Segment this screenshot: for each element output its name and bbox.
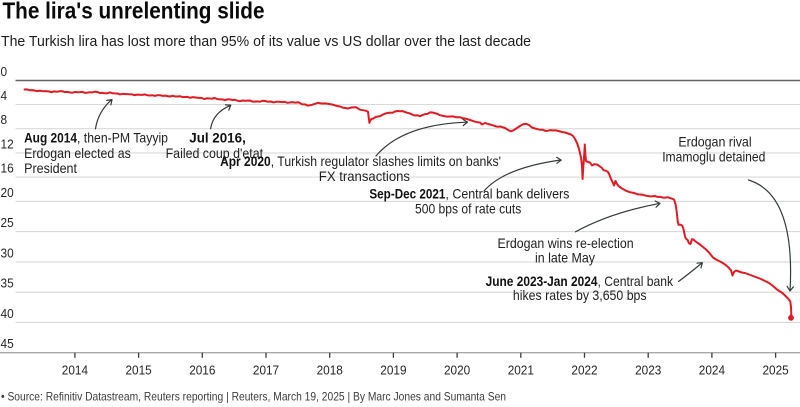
svg-text:Failed coup d'etat: Failed coup d'etat (166, 145, 264, 161)
svg-text:, then-PM Tayyip: , then-PM Tayyip (77, 130, 168, 146)
svg-text:2015: 2015 (126, 363, 152, 378)
svg-text:2022: 2022 (571, 363, 597, 378)
svg-text:2025: 2025 (763, 363, 789, 378)
svg-text:2021: 2021 (508, 363, 534, 378)
svg-text:40: 40 (1, 306, 14, 321)
svg-text:Jul 2016: Jul 2016 (189, 130, 242, 146)
svg-text:, Central bank: , Central bank (598, 273, 674, 289)
svg-text:20: 20 (1, 185, 14, 200)
svg-text:,: , (242, 130, 246, 146)
svg-text:4: 4 (1, 88, 8, 103)
svg-text:2020: 2020 (444, 363, 470, 378)
svg-text:Imamoglu detained: Imamoglu detained (662, 148, 765, 164)
svg-text:2024: 2024 (699, 363, 725, 378)
svg-text:2017: 2017 (253, 363, 279, 378)
svg-text:2018: 2018 (317, 363, 343, 378)
svg-text:Erdogan elected as: Erdogan elected as (24, 145, 131, 161)
svg-text:June 2023-Jan 2024: June 2023-Jan 2024 (486, 273, 598, 289)
svg-text:500 bps of rate cuts: 500 bps of rate cuts (415, 200, 521, 216)
svg-text:, Central bank delivers: , Central bank delivers (445, 185, 569, 201)
svg-text:30: 30 (1, 245, 14, 260)
svg-text:, Turkish regulator slashes li: , Turkish regulator slashes limits on ba… (271, 153, 501, 169)
svg-text:in late May: in late May (535, 249, 595, 265)
svg-text:16: 16 (1, 161, 14, 176)
svg-text:25: 25 (1, 215, 14, 230)
svg-text:hikes rates by 3,650 bps: hikes rates by 3,650 bps (513, 287, 647, 303)
svg-text:8: 8 (1, 112, 8, 127)
svg-text:2023: 2023 (635, 363, 661, 378)
svg-text:• Source: Refinitiv Datastream: • Source: Refinitiv Datastream, Reuters … (1, 390, 506, 404)
svg-text:Erdogan rival: Erdogan rival (678, 134, 751, 150)
svg-text:2019: 2019 (380, 363, 406, 378)
svg-text:Apr 2020: Apr 2020 (220, 153, 271, 169)
svg-text:The lira's unrelenting slide: The lira's unrelenting slide (3, 0, 265, 24)
svg-text:The Turkish lira has lost more: The Turkish lira has lost more than 95% … (1, 33, 531, 50)
svg-text:Aug 2014: Aug 2014 (24, 130, 77, 146)
svg-text:2014: 2014 (62, 363, 88, 378)
svg-text:0: 0 (1, 64, 8, 79)
svg-text:45: 45 (1, 336, 14, 351)
svg-text:Erdogan wins re-election: Erdogan wins re-election (498, 235, 634, 251)
svg-text:35: 35 (1, 276, 14, 291)
svg-text:Sep-Dec 2021: Sep-Dec 2021 (369, 185, 445, 201)
svg-text:FX transactions: FX transactions (319, 168, 410, 184)
svg-text:12: 12 (1, 136, 14, 151)
svg-text:President: President (24, 160, 77, 176)
svg-text:2016: 2016 (189, 363, 215, 378)
